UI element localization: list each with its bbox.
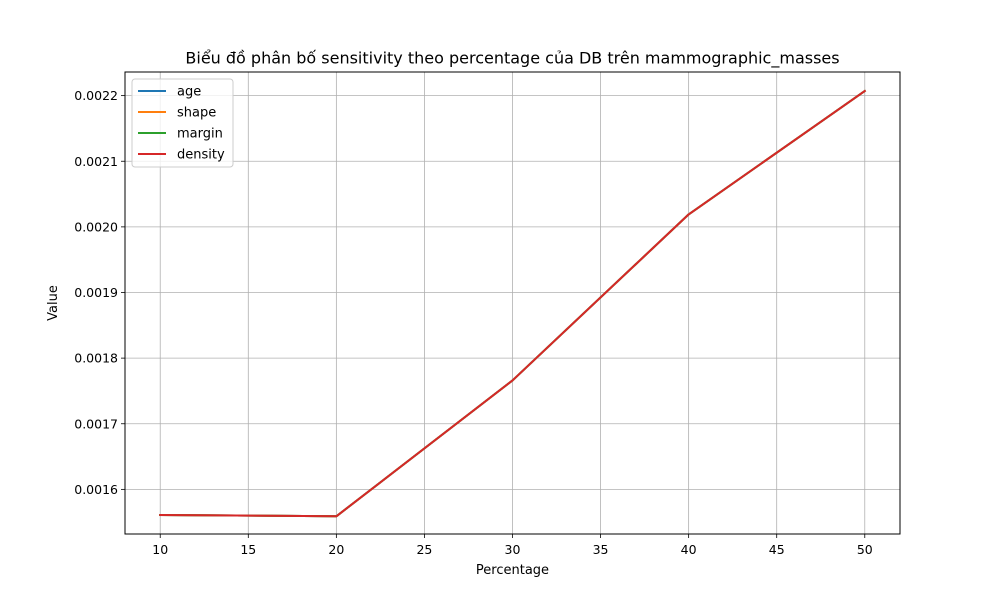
x-tick-label: 50	[857, 542, 873, 557]
y-tick-label: 0.0017	[74, 416, 118, 431]
x-tick-label: 10	[152, 542, 168, 557]
legend-label-density: density	[177, 148, 225, 163]
y-tick-label: 0.0021	[74, 154, 118, 169]
grid	[125, 72, 900, 534]
x-tick-label: 15	[240, 542, 256, 557]
y-tick-label: 0.0022	[74, 88, 118, 103]
y-axis-ticks: 0.0016 0.0017 0.0018 0.0019 0.0020 0.0021 0.00…	[74, 88, 125, 497]
y-axis-label: Value	[46, 285, 61, 321]
x-tick-label: 35	[593, 542, 609, 557]
x-tick-label: 30	[505, 542, 521, 557]
y-tick-label: 0.0019	[74, 285, 118, 300]
x-axis-ticks: 10 15 20 25 30 35 40 45 50	[152, 534, 873, 557]
legend-box	[131, 78, 234, 168]
y-tick-label: 0.0016	[74, 482, 118, 497]
legend-label-age: age	[177, 85, 201, 100]
y-tick-label: 0.0018	[74, 351, 118, 366]
x-tick-label: 25	[416, 542, 432, 557]
x-axis-label: Percentage	[476, 563, 549, 578]
series-lines	[159, 89, 867, 518]
y-tick-label: 0.0020	[74, 219, 118, 234]
x-tick-label: 45	[769, 542, 785, 557]
x-tick-label: 40	[681, 542, 697, 557]
legend-label-shape: shape	[177, 106, 216, 121]
x-tick-label: 20	[328, 542, 344, 557]
legend: age shape margin density	[131, 78, 234, 168]
legend-label-margin: margin	[177, 127, 223, 142]
series-line-density	[159, 89, 867, 518]
chart-title: Biểu đồ phân bố sensitivity theo percent…	[185, 49, 839, 69]
